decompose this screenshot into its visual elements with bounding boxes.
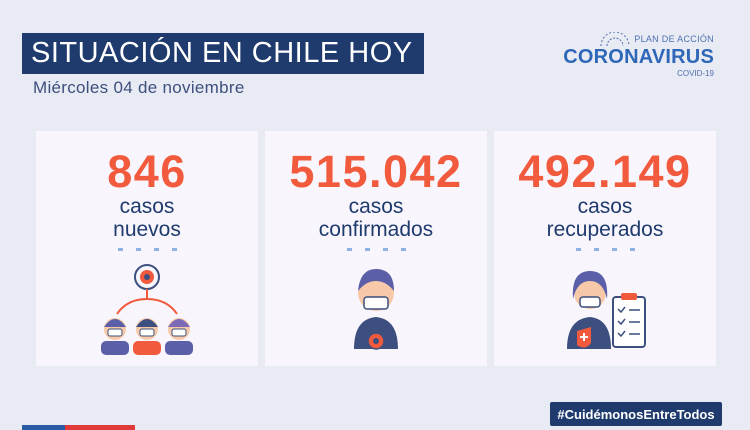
hashtag-badge: #CuidémonosEntreTodos [550, 402, 722, 426]
logo-main-text: CORONAVIRUS [563, 46, 714, 68]
card-label-line1: casos [348, 195, 404, 218]
group-virus-icon [101, 264, 193, 355]
card-label-line2: recuperados [546, 218, 664, 241]
card-confirmed-cases: 515.042 casos confirmados [265, 131, 487, 366]
sun-icon [600, 32, 630, 46]
page-title: SITUACIÓN EN CHILE HOY [22, 33, 424, 74]
card-number: 492.149 [518, 146, 692, 197]
logo-sub-text: COVID-19 [677, 69, 714, 78]
card-label-line1: casos [119, 195, 175, 218]
card-number: 515.042 [289, 146, 463, 197]
date-label: Miércoles 04 de noviembre [33, 78, 245, 97]
dots-divider [265, 248, 487, 251]
masked-person-icon [354, 269, 398, 350]
dots-divider [36, 248, 258, 251]
coronavirus-logo: PLAN DE ACCIÓN CORONAVIRUS COVID-19 [563, 32, 714, 82]
flag-stripe-blue [22, 425, 65, 430]
card-new-cases: 846 casos nuevos [36, 131, 258, 366]
card-label-line1: casos [577, 195, 633, 218]
card-label-line2: confirmados [318, 218, 434, 241]
card-recovered-cases: 492.149 casos recuperados [494, 131, 716, 366]
card-number: 846 [107, 146, 187, 197]
card-label-line2: nuevos [113, 218, 181, 241]
recovered-person-clipboard-icon [567, 271, 646, 349]
flag-stripe-red [65, 425, 135, 430]
logo-top-text: PLAN DE ACCIÓN [634, 34, 714, 44]
dots-divider [494, 248, 716, 251]
